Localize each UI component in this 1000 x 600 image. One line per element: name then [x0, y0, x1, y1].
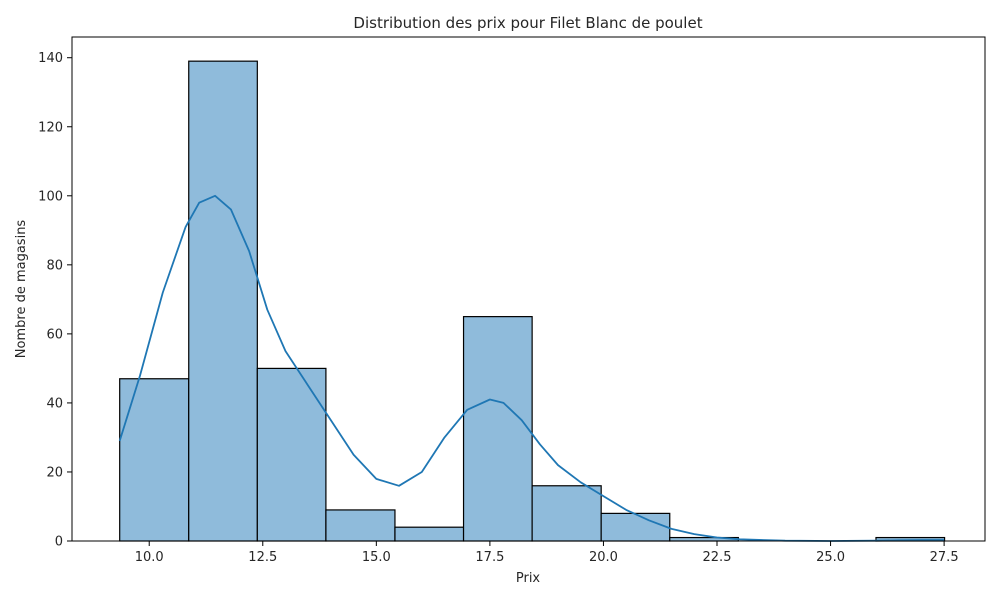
x-tick-label: 25.0	[816, 550, 845, 565]
y-tick-label: 40	[46, 396, 63, 411]
y-tick-label: 80	[46, 258, 63, 273]
histogram-bar-8	[600, 512, 671, 542]
y-tick-label: 100	[38, 189, 63, 204]
y-tick-label: 120	[38, 120, 63, 135]
y-tick-label: 60	[46, 327, 63, 342]
x-axis-label: Prix	[516, 571, 541, 586]
x-axis-ticks: 10.0 12.5 15.0 17.5 20.0 22.5 25.0 27.5	[135, 541, 959, 565]
x-tick-label: 27.5	[930, 550, 959, 565]
histogram-bar-7	[531, 485, 602, 542]
y-tick-label: 140	[38, 51, 63, 66]
y-axis-label: Nombre de magasins	[14, 220, 29, 359]
x-tick-label: 17.5	[475, 550, 504, 565]
histogram-bar-1	[119, 378, 190, 542]
x-tick-label: 12.5	[248, 550, 277, 565]
kde-line	[118, 194, 945, 542]
chart-title: Distribution des prix pour Filet Blanc d…	[353, 14, 702, 32]
histogram-bar-5	[394, 526, 465, 542]
histogram-bar-6	[462, 316, 533, 542]
y-tick-label: 0	[55, 535, 63, 550]
histogram-bar-2	[188, 60, 258, 542]
x-tick-label: 20.0	[589, 550, 618, 565]
x-tick-label: 10.0	[135, 550, 164, 565]
y-axis-ticks: 0 20 40 60 80 100 120 140	[38, 51, 72, 550]
plot-area-frame	[71, 36, 986, 542]
histogram-bar-4	[325, 509, 396, 542]
x-tick-label: 15.0	[362, 550, 391, 565]
y-tick-label: 20	[46, 465, 63, 480]
histogram-bars	[119, 60, 946, 542]
kde-curve	[118, 194, 945, 542]
histogram-bar-3	[256, 367, 327, 542]
x-tick-label: 22.5	[703, 550, 732, 565]
